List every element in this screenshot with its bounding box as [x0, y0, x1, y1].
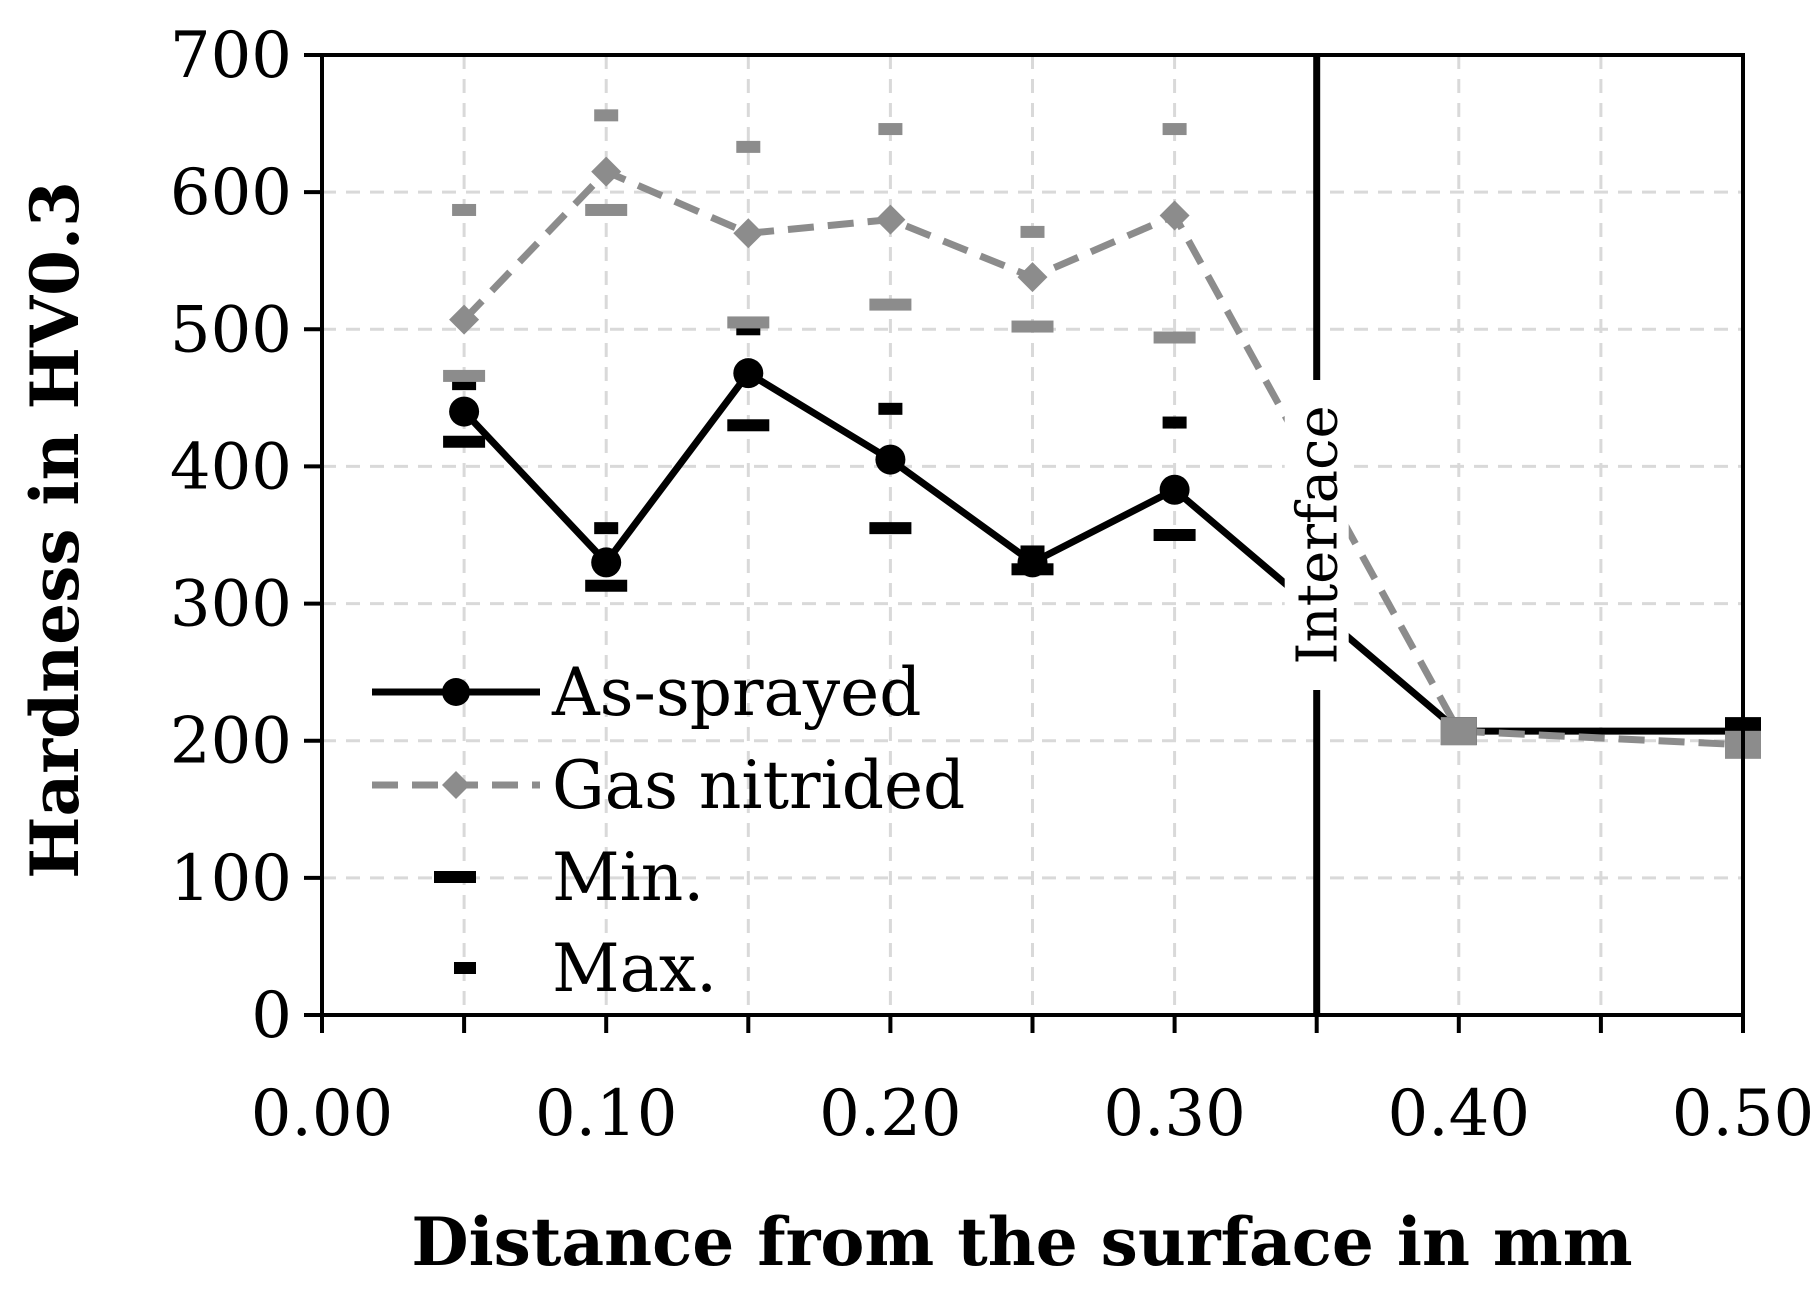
max-marker	[1162, 123, 1187, 136]
y-tick-label: 0	[251, 979, 292, 1053]
data-point	[449, 304, 480, 335]
legend: As-sprayed Gas nitrided Min. Max.	[372, 654, 965, 1007]
legend-label: Max.	[552, 930, 717, 1007]
max-marker	[594, 522, 619, 535]
series-line-0	[461, 369, 1743, 735]
legend-label: Min.	[552, 839, 704, 916]
data-point	[1440, 717, 1477, 746]
data-point	[1159, 200, 1190, 231]
x-tick-label: 0.30	[1103, 1077, 1246, 1151]
interface-layer: Interface	[1284, 55, 1351, 1015]
min-marker	[869, 522, 912, 535]
max-marker	[452, 203, 477, 216]
min-marker	[443, 369, 486, 382]
min-marker	[727, 419, 770, 432]
y-tick-label: 300	[170, 568, 292, 642]
data-point	[733, 218, 764, 249]
data-point	[1017, 547, 1048, 578]
data-point	[591, 547, 622, 578]
data-point	[449, 396, 480, 427]
min-marker	[1153, 529, 1196, 541]
min-marker	[1153, 331, 1196, 344]
min-marker	[585, 203, 628, 216]
data-point	[591, 156, 622, 187]
x-tick-label: 0.20	[819, 1077, 962, 1151]
min-marker	[585, 579, 628, 592]
x-tick-label: 0.00	[251, 1077, 394, 1151]
axes: 0.00 0.10 0.20 0.30 0.40 0.50 0 100 200 300 400 500…	[170, 19, 1814, 1151]
x-tick-label: 0.10	[535, 1077, 678, 1151]
y-tick-label: 400	[170, 430, 292, 504]
y-axis-title: Hardness in HV0.3	[16, 181, 94, 879]
y-tick-label: 600	[170, 156, 292, 230]
legend-marker-gas-nitrided	[442, 771, 470, 799]
max-marker	[736, 140, 761, 153]
data-point	[1017, 262, 1048, 293]
legend-swatch-max	[454, 962, 476, 974]
legend-swatch-min	[434, 871, 476, 883]
y-tick-label: 200	[170, 705, 292, 779]
legend-marker-as-sprayed	[442, 678, 470, 706]
y-tick-label: 700	[170, 19, 292, 93]
gridlines	[322, 55, 1743, 1015]
x-axis-title: Distance from the surface in mm	[411, 1203, 1632, 1281]
min-marker	[727, 316, 770, 329]
legend-label: As-sprayed	[551, 654, 921, 731]
series-line-1	[461, 168, 1744, 749]
x-tick-label: 0.50	[1672, 1077, 1815, 1151]
interface-label-background	[1284, 380, 1349, 690]
max-marker	[878, 123, 903, 136]
data-point	[875, 204, 906, 235]
max-marker	[878, 402, 903, 415]
x-tick-label: 0.40	[1388, 1077, 1531, 1151]
max-marker	[1162, 416, 1187, 429]
data-point	[1159, 474, 1190, 505]
min-marker	[1011, 320, 1054, 333]
data-point	[875, 444, 906, 475]
y-tick-label: 100	[170, 842, 292, 916]
y-tick-label: 500	[170, 293, 292, 367]
max-marker	[594, 109, 619, 122]
min-marker	[869, 298, 912, 311]
max-marker	[1020, 225, 1045, 238]
data-point	[733, 358, 764, 389]
min-marker	[443, 435, 486, 448]
legend-label: Gas nitrided	[552, 747, 965, 824]
interface-label: Interface	[1286, 405, 1351, 664]
